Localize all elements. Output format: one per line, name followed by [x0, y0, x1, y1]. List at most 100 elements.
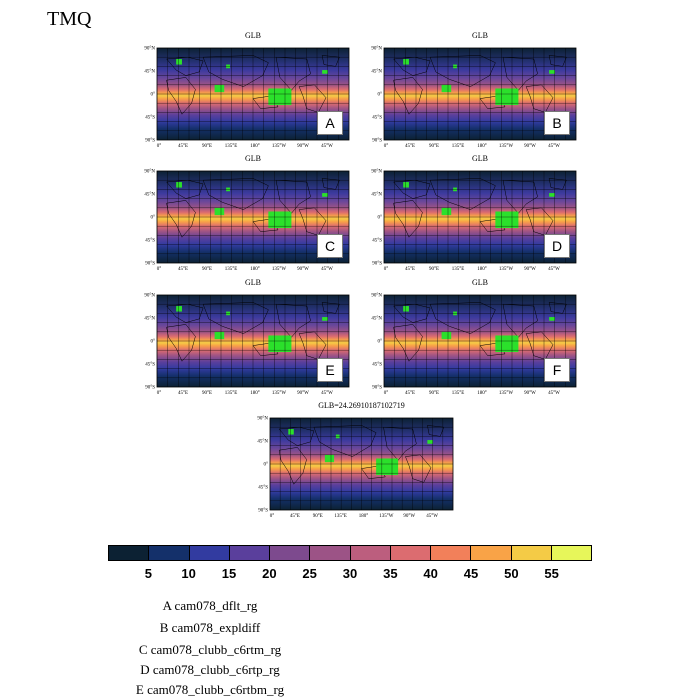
map-panel-glb: GLB=24.26910187102719 90°N 45°N 0° 45°S 90°S…	[257, 401, 454, 519]
y-tick-label: 0°	[151, 340, 156, 345]
y-tick-label: 90°N	[371, 294, 382, 299]
y-tick-label: 0°	[151, 216, 156, 221]
x-tick-label: 180°	[477, 391, 487, 396]
y-tick-label: 90°N	[144, 294, 155, 299]
y-tick-label: 0°	[151, 93, 156, 98]
x-tick-label: 180°	[250, 391, 260, 396]
x-tick-label: 90°E	[429, 144, 439, 149]
x-tick-label: 45°E	[405, 267, 415, 272]
y-tick-label: 90°N	[144, 47, 155, 52]
x-tick-label: 90°E	[202, 391, 212, 396]
x-tick-label: 180°	[477, 267, 487, 272]
x-tick-label: 180°	[359, 514, 369, 519]
y-tick-label: 90°S	[145, 386, 155, 391]
y-tick-label: 45°N	[257, 440, 268, 445]
x-tick-label: 135°E	[452, 144, 465, 149]
colorbar-label: 25	[302, 566, 317, 581]
panel-title: GLB	[472, 278, 488, 287]
y-tick-label: 45°S	[145, 116, 155, 121]
colorbar-label: 40	[423, 566, 438, 581]
x-tick-label: 90°E	[429, 267, 439, 272]
x-tick-label: 45°W	[548, 144, 560, 149]
y-tick-label: 90°S	[372, 262, 382, 267]
panel-tag: B	[544, 111, 570, 135]
x-tick-label: 90°W	[524, 391, 536, 396]
y-tick-label: 45°S	[372, 239, 382, 244]
x-tick-label: 45°W	[548, 267, 560, 272]
x-tick-label: 90°W	[297, 267, 309, 272]
panel-title: GLB	[245, 31, 261, 40]
colorbar-label: 15	[221, 566, 237, 581]
map-panel-d: GLB 90°N 45°N 0° 45°S 90°S 0° 45°E 90°E 135°E 180…	[371, 154, 577, 272]
x-tick-label: 45°E	[405, 144, 415, 149]
x-tick-label: 135°E	[334, 514, 347, 519]
y-tick-label: 90°S	[372, 386, 382, 391]
x-tick-label: 135°E	[225, 267, 238, 272]
y-tick-label: 0°	[378, 216, 383, 221]
y-tick-label: 90°N	[371, 170, 382, 175]
x-tick-label: 135°E	[452, 391, 465, 396]
map-panel-b: GLB 90°N 45°N 0° 45°S 90°S 0° 45°E 90°E 135°E 180…	[371, 31, 577, 149]
y-tick-label: 45°N	[144, 317, 155, 322]
x-tick-label: 45°E	[178, 144, 188, 149]
x-tick-label: 45°W	[321, 267, 333, 272]
colorbar-label: 45	[463, 566, 479, 581]
y-tick-label: 0°	[378, 340, 383, 345]
map-panel-e: GLB 90°N 45°N 0° 45°S 90°S 0° 45°E 90°E 135°E 180…	[144, 278, 350, 396]
panel-title: GLB	[245, 278, 261, 287]
x-tick-label: 90°W	[403, 514, 415, 519]
y-tick-label: 45°S	[145, 239, 155, 244]
colorbar-label: 20	[262, 566, 277, 581]
colorbar-swatch	[551, 546, 591, 560]
y-tick-label: 90°N	[257, 417, 268, 422]
colorbar-label: 10	[181, 566, 196, 581]
legend-line: B cam078_expldiff	[159, 620, 261, 635]
x-tick-label: 90°W	[297, 391, 309, 396]
x-tick-label: 90°E	[202, 144, 212, 149]
x-tick-label: 180°	[250, 267, 260, 272]
x-tick-label: 45°W	[321, 144, 333, 149]
y-tick-label: 45°S	[372, 363, 382, 368]
x-tick-label: 45°E	[178, 267, 188, 272]
x-tick-label: 45°E	[405, 391, 415, 396]
panel-title: GLB	[472, 31, 488, 40]
x-tick-label: 135°W	[272, 391, 286, 396]
colorbar	[108, 545, 592, 561]
y-tick-label: 45°S	[145, 363, 155, 368]
panel-tag: A	[317, 111, 343, 135]
x-tick-label: 0°	[157, 144, 162, 149]
y-tick-label: 90°S	[372, 139, 382, 144]
x-tick-label: 90°E	[202, 267, 212, 272]
colorbar-swatch	[109, 546, 150, 560]
colorbar-swatch	[431, 546, 472, 560]
y-tick-label: 45°N	[371, 70, 382, 75]
y-tick-label: 45°N	[144, 193, 155, 198]
y-tick-label: 90°N	[144, 170, 155, 175]
legend-line: A cam078_dflt_rg	[162, 598, 258, 613]
x-tick-label: 0°	[384, 391, 389, 396]
map-panel-a: GLB 90°N 45°N 0° 45°S 90°S 0° 45°E 90°E 135°E 180…	[144, 31, 350, 149]
map-plot: 90°N45°N0°45°S90°S0° 45°E 90°E 135°E 180° 135…	[257, 417, 454, 519]
y-tick-label: 45°N	[371, 193, 382, 198]
x-tick-label: 135°W	[499, 267, 513, 272]
x-tick-label: 135°W	[272, 267, 286, 272]
x-tick-label: 45°E	[290, 514, 300, 519]
x-tick-label: 180°	[477, 144, 487, 149]
legend-line: E cam078_clubb_c6rtbm_rg	[135, 682, 285, 697]
x-tick-label: 135°W	[499, 144, 513, 149]
panel-title: GLB	[472, 154, 488, 163]
colorbar-label: 30	[342, 566, 358, 581]
colorbar-swatch	[350, 546, 391, 560]
colorbar-labels: 5 10 15 20 25 30 35 40 45 50 55	[108, 566, 592, 582]
x-tick-label: 0°	[270, 514, 275, 519]
y-tick-label: 45°S	[372, 116, 382, 121]
colorbar-swatch	[511, 546, 552, 560]
x-tick-label: 180°	[250, 144, 260, 149]
x-tick-label: 45°E	[178, 391, 188, 396]
map-plot: 90°N45°N0°45°S90°S0° 45°E 90°E 135°E 180° 135…	[144, 294, 350, 396]
map-panel-f: GLB 90°N 45°N 0° 45°S 90°S 0° 45°E 90°E 135°E 180…	[371, 278, 577, 396]
panel-tag: C	[317, 234, 343, 258]
y-tick-label: 45°N	[144, 70, 155, 75]
colorbar-swatch	[390, 546, 431, 560]
x-tick-label: 135°W	[379, 514, 393, 519]
